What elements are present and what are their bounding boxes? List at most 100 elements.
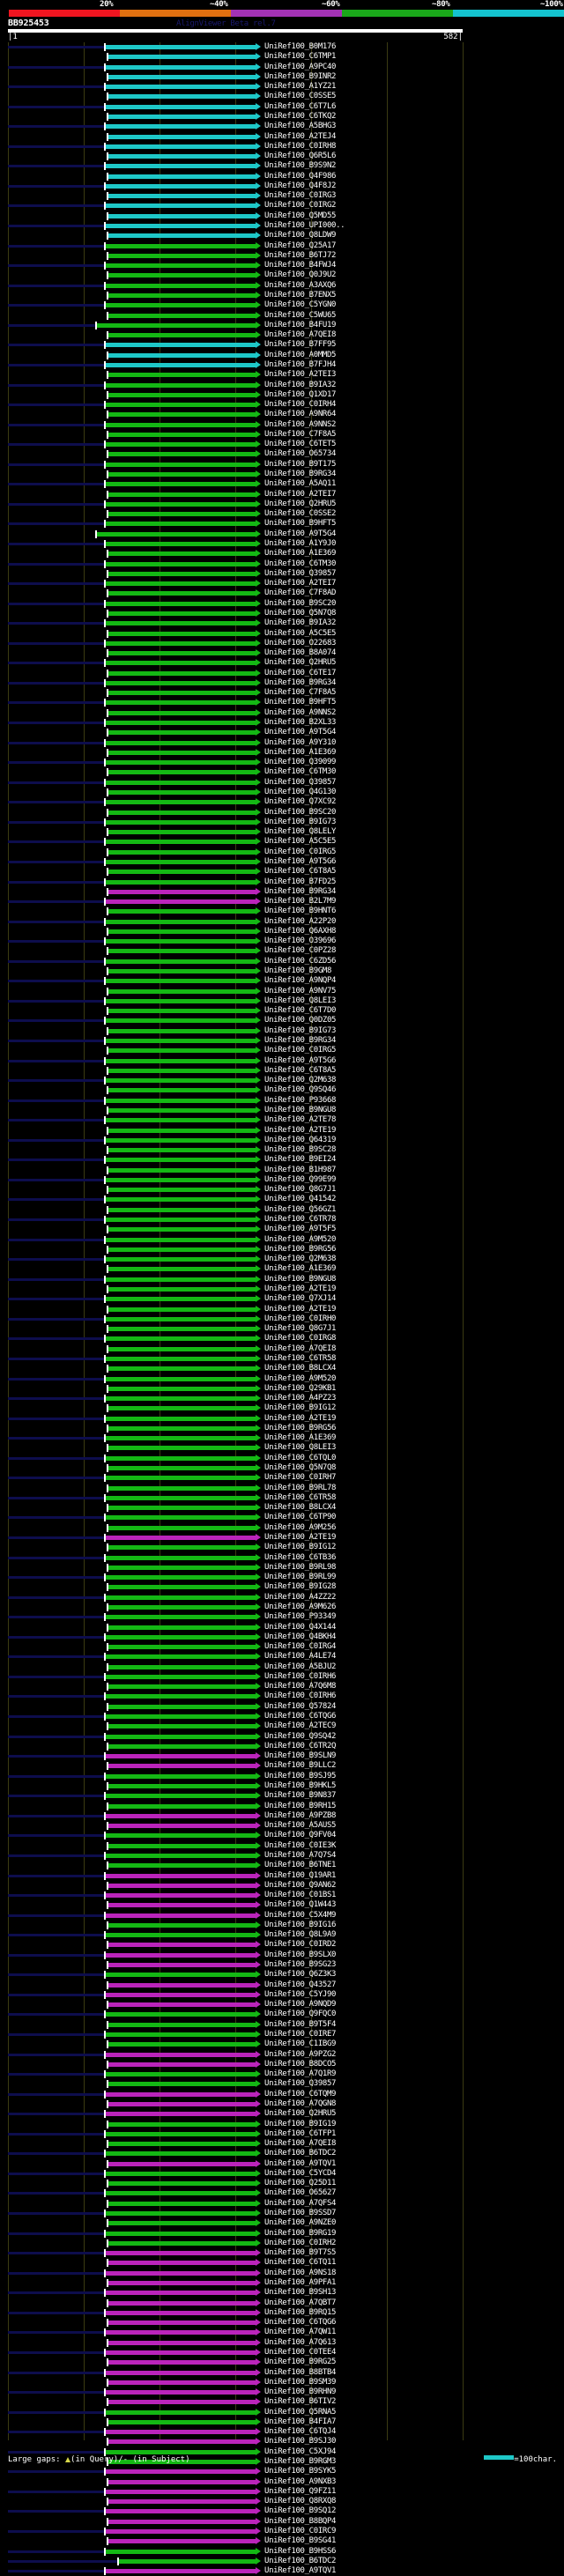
alignment-row[interactable]: UniRef100_A1Y9J0 [0, 539, 564, 549]
hit-label[interactable]: UniRef100_A5BJU2 [264, 1662, 337, 1671]
hit-label[interactable]: UniRef100_A1E369 [264, 1433, 337, 1443]
hit-bar[interactable] [107, 233, 256, 239]
hit-bar[interactable] [104, 1813, 256, 1818]
alignment-row[interactable]: UniRef100_B9SSD7 [0, 2209, 564, 2218]
alignment-row[interactable]: UniRef100_B9SH13 [0, 2288, 564, 2298]
hit-bar[interactable] [107, 1227, 256, 1232]
hit-label[interactable]: UniRef100_C0IRH6 [264, 1691, 337, 1701]
hit-bar[interactable] [104, 1197, 256, 1203]
hit-label[interactable]: UniRef100_C0IRH0 [264, 1314, 337, 1323]
alignment-row[interactable]: UniRef100_Q8L9A9 [0, 1930, 564, 1940]
hit-bar[interactable] [104, 64, 256, 70]
hit-bar[interactable] [107, 213, 256, 218]
alignment-row[interactable]: UniRef100_Q39857 [0, 569, 564, 579]
hit-label[interactable]: UniRef100_Q2M638 [264, 1255, 337, 1264]
hit-bar[interactable] [107, 730, 256, 736]
alignment-row[interactable]: UniRef100_C0SSE5 [0, 92, 564, 101]
alignment-row[interactable]: UniRef100_Q25A17 [0, 241, 564, 251]
alignment-row[interactable]: UniRef100_B9RG34 [0, 887, 564, 897]
alignment-row[interactable]: UniRef100_A9M520 [0, 1374, 564, 1384]
hit-bar[interactable] [107, 1148, 256, 1153]
alignment-row[interactable]: UniRef100_A9PFA1 [0, 2278, 564, 2288]
hit-bar[interactable] [107, 1386, 256, 1391]
hit-bar[interactable] [107, 1764, 256, 1769]
hit-bar[interactable] [107, 691, 256, 696]
hit-label[interactable]: UniRef100_B9HSS6 [264, 2546, 337, 2556]
hit-bar[interactable] [104, 1575, 256, 1580]
alignment-row[interactable]: UniRef100_B9RG56 [0, 1424, 564, 1433]
hit-bar[interactable] [104, 2509, 256, 2514]
hit-label[interactable]: UniRef100_C6TM30 [264, 767, 337, 777]
hit-bar[interactable] [107, 1843, 256, 1848]
hit-label[interactable]: UniRef100_B9EI24 [264, 1155, 337, 1165]
alignment-row[interactable]: UniRef100_C6TQ11 [0, 2258, 564, 2268]
hit-label[interactable]: UniRef100_A9NXB3 [264, 2476, 337, 2486]
hit-bar[interactable] [107, 174, 256, 179]
hit-bar[interactable] [104, 243, 256, 248]
hit-bar[interactable] [104, 303, 256, 308]
hit-label[interactable]: UniRef100_C6TR2Q [264, 1741, 337, 1751]
hit-label[interactable]: UniRef100_B1H987 [264, 1165, 337, 1174]
hit-label[interactable]: UniRef100_Q4BKH4 [264, 1632, 337, 1641]
hit-label[interactable]: UniRef100_Q7XC92 [264, 797, 337, 807]
hit-label[interactable]: UniRef100_Q6AXH8 [264, 926, 337, 936]
hit-bar[interactable] [104, 581, 256, 587]
hit-bar[interactable] [107, 1604, 256, 1610]
hit-label[interactable]: UniRef100_C5WU65 [264, 310, 337, 320]
hit-bar[interactable] [107, 293, 256, 298]
hit-bar[interactable] [104, 1773, 256, 1779]
alignment-row[interactable]: UniRef100_A9T5F5 [0, 1225, 564, 1234]
hit-bar[interactable] [104, 1933, 256, 1938]
alignment-row[interactable]: UniRef100_Q4X144 [0, 1623, 564, 1632]
hit-label[interactable]: UniRef100_P93668 [264, 1095, 337, 1105]
alignment-row[interactable]: UniRef100_B9HFT5 [0, 698, 564, 707]
hit-label[interactable]: UniRef100_B9IG19 [264, 2119, 337, 2128]
hit-label[interactable]: UniRef100_C1IBG9 [264, 2039, 337, 2049]
hit-label[interactable]: UniRef100_B9SYK5 [264, 2467, 337, 2476]
hit-label[interactable]: UniRef100_B9HFT5 [264, 519, 337, 529]
alignment-row[interactable]: UniRef100_B9RG34 [0, 1036, 564, 1046]
hit-bar[interactable] [107, 1903, 256, 1908]
alignment-row[interactable]: UniRef100_B8DCO5 [0, 2060, 564, 2069]
alignment-row[interactable]: UniRef100_C0IRG5 [0, 848, 564, 857]
hit-bar[interactable] [104, 1257, 256, 1262]
alignment-row[interactable]: UniRef100_B9IG28 [0, 1582, 564, 1592]
hit-bar[interactable] [107, 1207, 256, 1212]
hit-label[interactable]: UniRef100_C6TQJ4 [264, 2427, 337, 2437]
hit-label[interactable]: UniRef100_Q25A17 [264, 241, 337, 250]
alignment-row[interactable]: UniRef100_A2TE19 [0, 1533, 564, 1543]
hit-label[interactable]: UniRef100_A9M256 [264, 1522, 337, 1532]
hit-label[interactable]: UniRef100_A1E369 [264, 549, 337, 559]
alignment-row[interactable]: UniRef100_A2TE19 [0, 1126, 564, 1136]
alignment-row[interactable]: UniRef100_Q9SQ46 [0, 1085, 564, 1095]
hit-bar[interactable] [107, 2460, 256, 2465]
hit-label[interactable]: UniRef100_B9RG56 [264, 1423, 337, 1432]
alignment-row[interactable]: UniRef100_C0IRH7 [0, 1473, 564, 1483]
alignment-row[interactable]: UniRef100_A9T5G4 [0, 728, 564, 737]
hit-bar[interactable] [104, 2191, 256, 2196]
hit-label[interactable]: UniRef100_A9Y310 [264, 737, 337, 747]
hit-label[interactable]: UniRef100_B9NGU8 [264, 1105, 337, 1114]
alignment-row[interactable]: UniRef100_C0IRD2 [0, 1940, 564, 1950]
hit-bar[interactable] [104, 1515, 256, 1521]
hit-label[interactable]: UniRef100_A7Q613 [264, 2337, 337, 2347]
hit-label[interactable]: UniRef100_C5YJ90 [264, 1989, 337, 1999]
alignment-row[interactable]: UniRef100_B4FIA7 [0, 2417, 564, 2427]
hit-label[interactable]: UniRef100_B9IG73 [264, 1025, 337, 1035]
alignment-row[interactable]: UniRef100_A9PZG2 [0, 2050, 564, 2060]
hit-label[interactable]: UniRef100_C5YGN0 [264, 300, 337, 310]
hit-label[interactable]: UniRef100_A9NV75 [264, 986, 337, 996]
alignment-row[interactable]: UniRef100_B6TDC2 [0, 2557, 564, 2566]
alignment-row[interactable]: UniRef100_B8LCX4 [0, 1364, 564, 1373]
alignment-row[interactable]: UniRef100_Q1XD17 [0, 390, 564, 400]
hit-bar[interactable] [104, 1396, 256, 1402]
hit-bar[interactable] [107, 2062, 256, 2067]
hit-bar[interactable] [104, 1078, 256, 1084]
alignment-row[interactable]: UniRef100_Q2M638 [0, 1076, 564, 1085]
alignment-row[interactable]: UniRef100_A1E369 [0, 748, 564, 758]
hit-bar[interactable] [107, 1545, 256, 1551]
hit-bar[interactable] [107, 1704, 256, 1709]
alignment-row[interactable]: UniRef100_B9HNT6 [0, 907, 564, 916]
hit-bar[interactable] [107, 1485, 256, 1491]
alignment-row[interactable]: UniRef100_A9NS18 [0, 2269, 564, 2278]
